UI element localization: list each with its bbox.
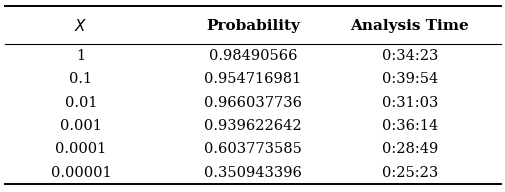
Text: $X$: $X$	[74, 18, 87, 34]
Text: 1: 1	[76, 49, 85, 63]
Text: 0.966037736: 0.966037736	[204, 96, 301, 110]
Text: 0:39:54: 0:39:54	[381, 72, 437, 86]
Text: 0.350943396: 0.350943396	[204, 166, 301, 180]
Text: 0.001: 0.001	[60, 119, 102, 133]
Text: 0:36:14: 0:36:14	[381, 119, 437, 133]
Text: 0.0001: 0.0001	[55, 142, 107, 156]
Text: 0.954716981: 0.954716981	[204, 72, 301, 86]
Text: 0:28:49: 0:28:49	[381, 142, 437, 156]
Text: 0.603773585: 0.603773585	[204, 142, 301, 156]
Text: 0.98490566: 0.98490566	[209, 49, 296, 63]
Text: 0.939622642: 0.939622642	[204, 119, 301, 133]
Text: 0.01: 0.01	[65, 96, 97, 110]
Text: 0:31:03: 0:31:03	[381, 96, 437, 110]
Text: Probability: Probability	[206, 19, 299, 33]
Text: Analysis Time: Analysis Time	[350, 19, 468, 33]
Text: 0:34:23: 0:34:23	[381, 49, 437, 63]
Text: 0.00001: 0.00001	[50, 166, 111, 180]
Text: 0:25:23: 0:25:23	[381, 166, 437, 180]
Text: 0.1: 0.1	[69, 72, 92, 86]
